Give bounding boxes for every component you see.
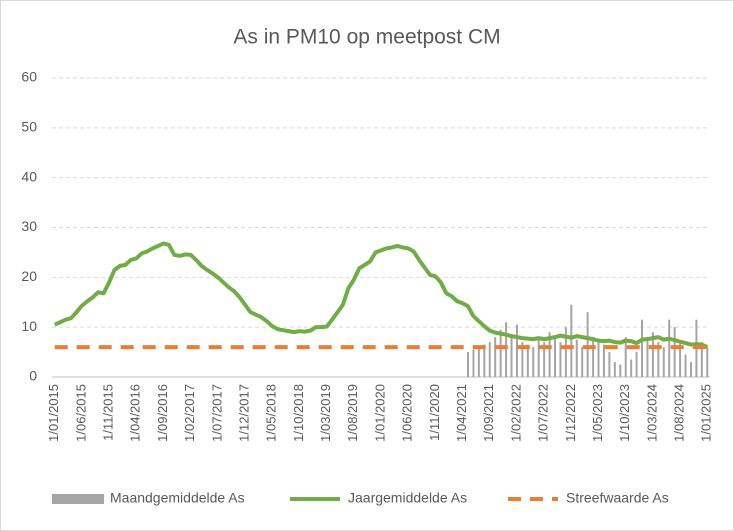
x-tick-label: 1/04/2021 (454, 384, 469, 442)
x-tick-label: 1/07/2022 (536, 384, 551, 442)
x-tick-label: 1/01/2025 (699, 384, 714, 442)
bar (668, 319, 671, 377)
bar (575, 339, 578, 377)
x-tick-label: 1/10/2018 (291, 384, 306, 442)
bar (510, 337, 513, 377)
y-tick-label: 10 (21, 318, 37, 334)
bar (592, 337, 595, 377)
bar (488, 342, 491, 377)
bar (646, 337, 649, 377)
bar (619, 364, 622, 377)
x-tick-label: 1/04/2016 (128, 384, 143, 442)
bar (564, 327, 567, 377)
bar (673, 327, 676, 377)
bar (526, 344, 529, 377)
x-tick-label: 1/02/2017 (182, 384, 197, 442)
x-tick-label: 1/03/2024 (644, 384, 659, 442)
bar (662, 347, 665, 377)
chart-title: As in PM10 op meetpost CM (233, 26, 500, 49)
bar (613, 362, 616, 377)
x-tick-label: 1/02/2022 (508, 384, 523, 442)
x-tick-label: 1/07/2017 (209, 384, 224, 442)
line (53, 241, 709, 349)
bar (597, 342, 600, 377)
bar (651, 332, 654, 377)
bar (624, 337, 627, 377)
x-tick-label: 1/06/2020 (400, 384, 415, 442)
y-tick-label: 20 (21, 268, 37, 284)
bar (532, 347, 535, 377)
bar (483, 344, 486, 377)
x-tick-label: 1/12/2017 (236, 384, 251, 442)
x-tick-label: 1/06/2015 (73, 384, 88, 442)
legend-swatch (52, 494, 104, 504)
bar (505, 322, 508, 377)
bar (548, 332, 551, 377)
x-tick-label: 1/08/2019 (345, 384, 360, 442)
bar (543, 342, 546, 377)
bar (515, 324, 518, 377)
x-tick-label: 1/05/2018 (264, 384, 279, 442)
bar (608, 352, 611, 377)
bar (679, 342, 682, 377)
bar (570, 304, 573, 377)
bar (689, 362, 692, 377)
bar (657, 342, 660, 377)
bar (635, 352, 638, 377)
x-tick-label: 1/05/2023 (590, 384, 605, 442)
x-tick-label: 1/09/2021 (481, 384, 496, 442)
bar (706, 347, 709, 377)
x-tick-label: 1/08/2024 (672, 384, 687, 442)
bar (537, 339, 540, 377)
bar (700, 342, 703, 377)
x-tick-label: 1/01/2015 (46, 384, 61, 442)
bar (494, 337, 497, 377)
bar (559, 342, 562, 377)
y-tick-label: 40 (21, 168, 37, 184)
bar (586, 312, 589, 377)
x-tick-label: 1/09/2016 (155, 384, 170, 442)
legend-label: Streefwaarde As (566, 490, 669, 506)
bar (602, 344, 605, 377)
x-tick-label: 1/01/2020 (372, 384, 387, 442)
bar (630, 359, 633, 377)
y-tick-label: 50 (21, 119, 37, 135)
bar (499, 329, 502, 377)
legend-label: Jaargemiddelde As (348, 490, 467, 506)
x-tick-label: 1/11/2020 (427, 384, 442, 441)
bar (477, 347, 480, 377)
x-tick-label: 1/10/2023 (617, 384, 632, 442)
bar (641, 319, 644, 377)
x-tick-label: 1/11/2015 (101, 384, 116, 441)
x-tick-label: 1/03/2019 (318, 384, 333, 442)
bar (554, 337, 557, 377)
bar (472, 349, 475, 377)
y-tick-label: 0 (29, 368, 37, 384)
y-tick-label: 30 (21, 218, 37, 234)
bar (467, 352, 470, 377)
bar (684, 354, 687, 377)
bar (521, 342, 524, 377)
legend-label: Maandgemiddelde As (110, 490, 245, 506)
x-tick-label: 1/12/2022 (563, 384, 578, 442)
y-tick-label: 60 (21, 69, 37, 85)
bar (581, 347, 584, 377)
